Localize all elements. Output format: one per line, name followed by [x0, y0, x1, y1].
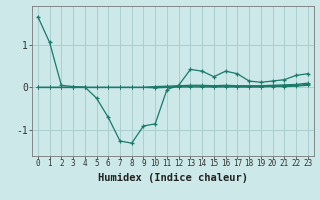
X-axis label: Humidex (Indice chaleur): Humidex (Indice chaleur)	[98, 173, 248, 183]
